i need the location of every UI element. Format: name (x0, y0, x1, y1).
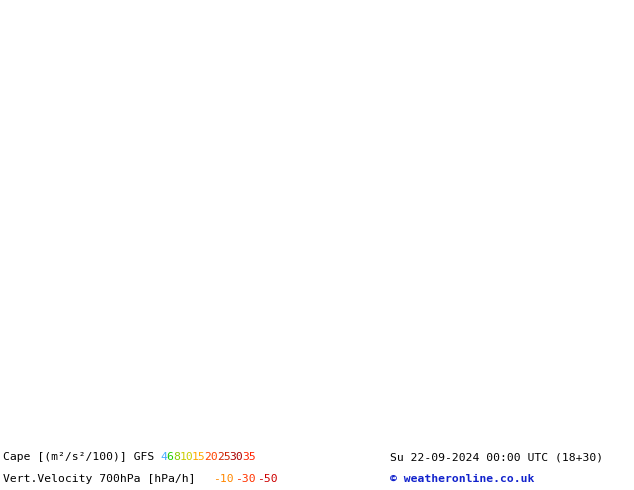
Text: 30: 30 (230, 452, 243, 462)
Text: -10: -10 (213, 474, 233, 484)
Text: 35: 35 (242, 452, 256, 462)
Text: 25: 25 (217, 452, 231, 462)
Text: 20: 20 (205, 452, 218, 462)
Text: 10: 10 (179, 452, 193, 462)
Text: -30: -30 (235, 474, 256, 484)
Text: Su 22-09-2024 00:00 UTC (18+30): Su 22-09-2024 00:00 UTC (18+30) (390, 452, 603, 462)
Text: © weatheronline.co.uk: © weatheronline.co.uk (390, 474, 534, 484)
Text: 6: 6 (167, 452, 173, 462)
Text: -50: -50 (257, 474, 278, 484)
Text: Vert.Velocity 700hPa [hPa/h]: Vert.Velocity 700hPa [hPa/h] (3, 474, 195, 484)
Text: Cape [(m²/s²/100)] GFS: Cape [(m²/s²/100)] GFS (3, 452, 154, 462)
Text: 8: 8 (173, 452, 180, 462)
Text: 4: 4 (160, 452, 167, 462)
Text: 15: 15 (192, 452, 206, 462)
